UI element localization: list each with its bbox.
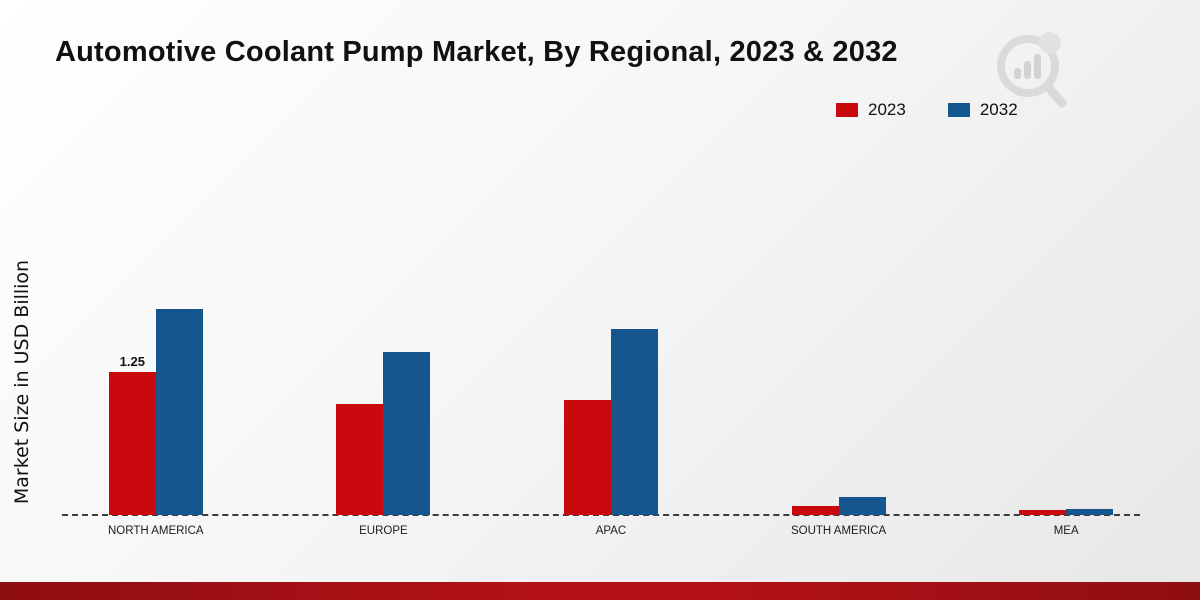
legend-swatch-2023 <box>836 103 858 117</box>
bar-pair <box>563 329 658 515</box>
legend-label-2032: 2032 <box>979 100 1018 119</box>
bar-group: 1.25 NORTH AMERICA <box>42 160 270 537</box>
chart-title: Automotive Coolant Pump Market, By Regio… <box>55 36 898 68</box>
bar-value-label: 1.25 <box>119 354 145 369</box>
legend: 2023 2032 <box>836 100 1018 120</box>
category-label: NORTH AMERICA <box>107 525 204 537</box>
legend-swatch-2032 <box>947 103 970 117</box>
bar-pair <box>791 497 886 515</box>
legend-item-2023: 2023 <box>836 100 906 120</box>
category-label: SOUTH AMERICA <box>790 525 887 537</box>
bar-pair: 1.25 <box>108 309 203 515</box>
category-label: EUROPE <box>359 525 408 537</box>
bar-2023 <box>563 400 611 515</box>
x-axis-baseline <box>62 514 1140 516</box>
bar-pair <box>1019 509 1114 515</box>
bar-2023: 1.25 <box>108 354 156 515</box>
bar-2032 <box>838 497 886 515</box>
bar-2032 <box>383 352 431 515</box>
y-axis-title: Market Size in USD Billion <box>11 259 33 505</box>
legend-item-2032: 2032 <box>947 100 1018 120</box>
bar-group: MEA <box>952 160 1180 537</box>
footer-accent-bar <box>0 582 1200 600</box>
bar-group: EUROPE <box>270 160 498 537</box>
brand-watermark-logo <box>988 30 1072 117</box>
bar-group: APAC <box>497 160 725 537</box>
category-label: APAC <box>595 525 627 537</box>
bar-2032 <box>1066 509 1114 515</box>
bar-2032 <box>155 309 203 515</box>
bar-2032 <box>610 329 658 515</box>
legend-label-2023: 2023 <box>868 100 906 119</box>
bar-pair <box>336 352 431 515</box>
bar-2023 <box>336 404 384 515</box>
magnifier-chart-icon <box>997 32 1067 108</box>
bar-2023 <box>791 506 839 515</box>
chart-area: 1.25 NORTH AMERICA EUROPE APAC SOUTH AMERICA… <box>42 160 1180 537</box>
bar-group: SOUTH AMERICA <box>725 160 953 537</box>
bar-2023 <box>1019 510 1067 515</box>
category-label: MEA <box>1053 525 1079 537</box>
